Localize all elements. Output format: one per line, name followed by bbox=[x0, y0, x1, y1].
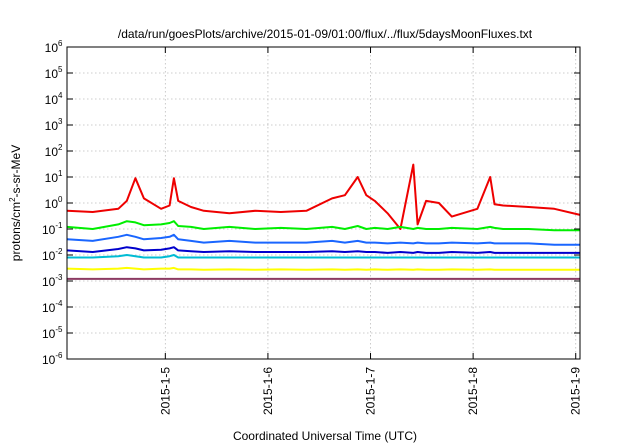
series-line-2 bbox=[66, 220, 580, 232]
series-line-3 bbox=[66, 233, 580, 246]
series-line-6 bbox=[66, 266, 580, 271]
x-tick-labels: 2015-1-5 2015-1-6 2015-1-7 2015-1-8 2015-1-9 bbox=[158, 367, 582, 415]
y-tick-label: 102 bbox=[45, 143, 63, 159]
y-tick-label: 10-5 bbox=[42, 325, 63, 341]
y-axis-label: protons/cm2-s-sr-MeV bbox=[8, 145, 23, 261]
y-tick-label: 100 bbox=[45, 195, 63, 211]
y-tick-label: 10-6 bbox=[42, 351, 63, 367]
y-tick-label: 106 bbox=[45, 39, 63, 55]
x-tick-label: 2015-1-7 bbox=[364, 367, 378, 415]
y-tick-label: 10-4 bbox=[42, 299, 63, 315]
y-tick-label: 103 bbox=[45, 117, 63, 133]
y-tick-label: 10-3 bbox=[42, 273, 63, 289]
x-axis-label: Coordinated Universal Time (UTC) bbox=[233, 429, 417, 443]
x-tick-label: 2015-1-9 bbox=[569, 367, 583, 415]
series-line-4 bbox=[66, 246, 580, 254]
series-line-5 bbox=[67, 254, 580, 259]
y-tick-labels: 10-6 10-5 10-4 10-3 10-2 10-1 100 101 102 103 104 1… bbox=[42, 39, 63, 367]
x-tick-label: 2015-1-6 bbox=[261, 367, 275, 415]
series-lines bbox=[66, 163, 581, 280]
x-tick-label: 2015-1-8 bbox=[466, 367, 480, 415]
grid-lines bbox=[67, 47, 580, 359]
y-tick-label: 105 bbox=[45, 65, 63, 81]
y-tick-label: 104 bbox=[45, 91, 63, 107]
y-tick-label: 10-1 bbox=[42, 221, 63, 237]
series-line-1 bbox=[66, 163, 581, 230]
y-tick-label: 10-2 bbox=[42, 247, 63, 263]
chart-title: /data/run/goesPlots/archive/2015-01-09/0… bbox=[118, 27, 533, 41]
x-tick-label: 2015-1-5 bbox=[158, 367, 172, 415]
axis-ticks bbox=[67, 46, 580, 360]
y-tick-label: 101 bbox=[45, 169, 63, 185]
